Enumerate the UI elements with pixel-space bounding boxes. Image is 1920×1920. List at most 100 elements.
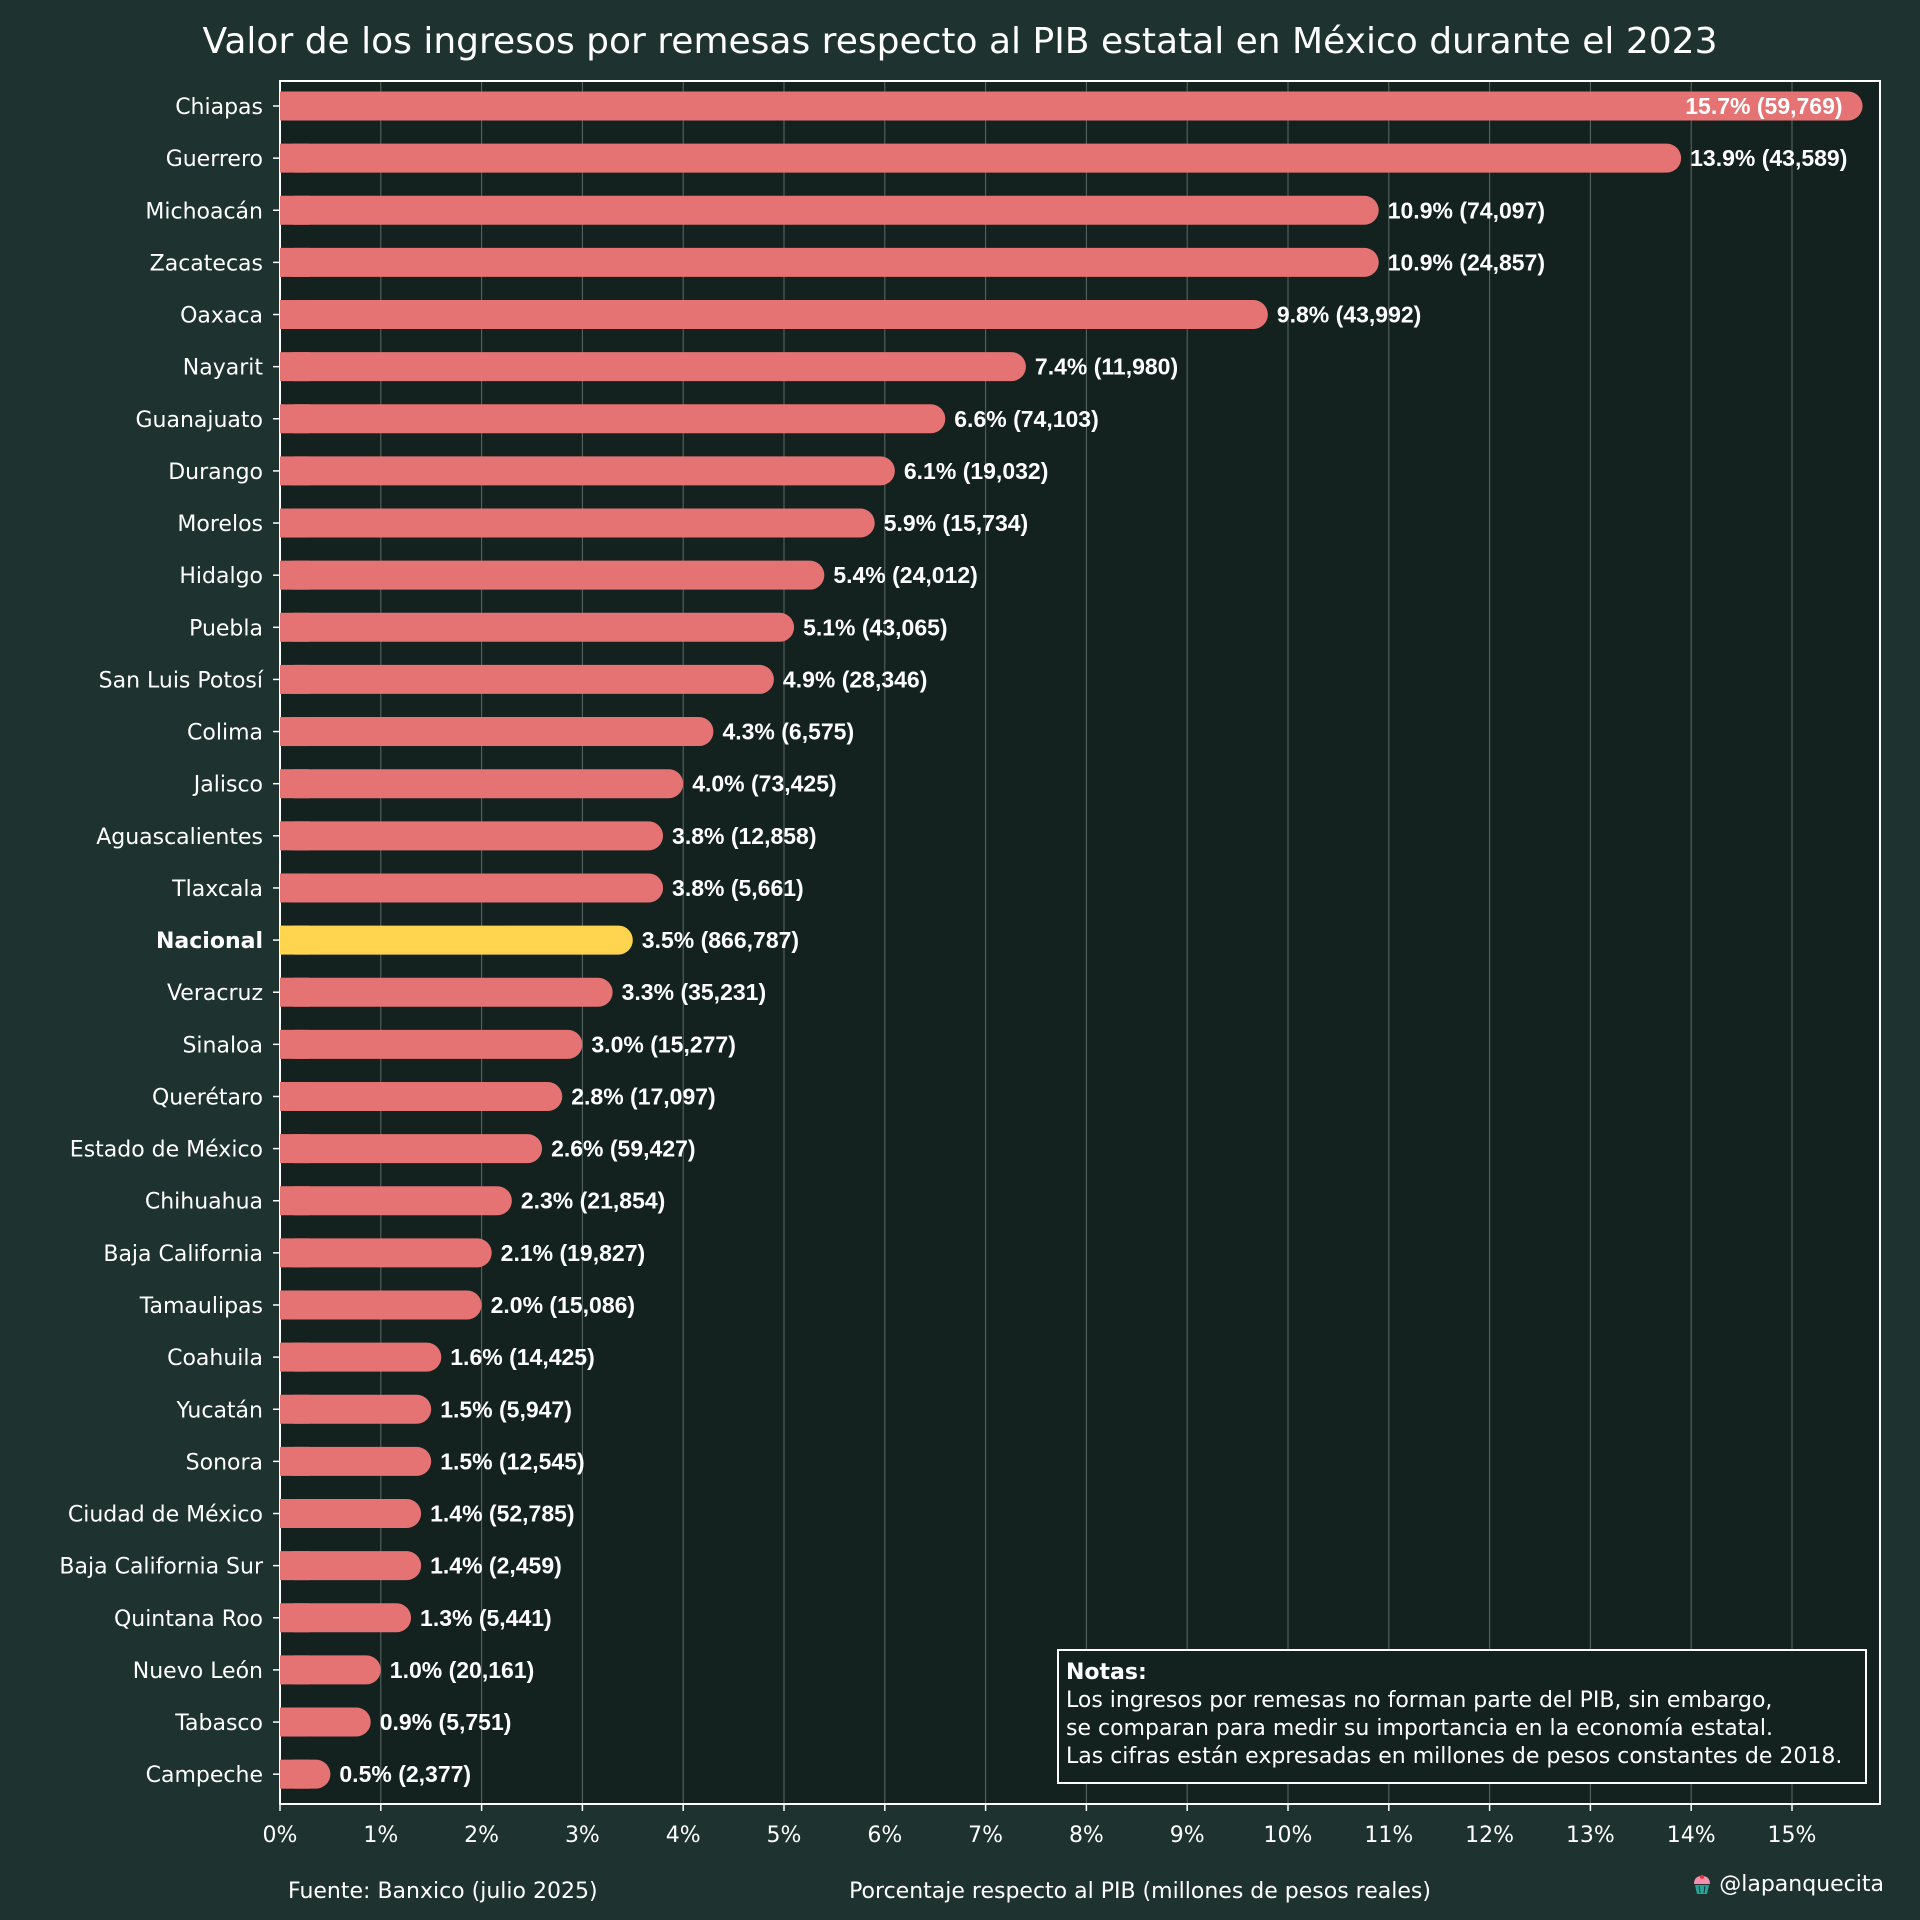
data-label: 1.3% (5,441) (420, 1605, 552, 1631)
category-label: Nacional (156, 929, 263, 954)
notes-line: Los ingresos por remesas no forman parte… (1066, 1688, 1773, 1713)
bar (280, 664, 774, 694)
bar (280, 1134, 543, 1164)
bar-base (280, 1759, 309, 1789)
data-label: 9.8% (43,992) (1277, 302, 1421, 328)
chart-title: Valor de los ingresos por remesas respec… (203, 21, 1718, 62)
bar-base (280, 1029, 309, 1059)
bar-base (280, 91, 309, 121)
category-label: Quintana Roo (114, 1607, 263, 1632)
x-tick-label: 11% (1364, 1823, 1413, 1848)
bar (280, 1394, 432, 1424)
data-label: 3.3% (35,231) (622, 979, 766, 1005)
notes-line: Las cifras están expresadas en millones … (1066, 1744, 1843, 1769)
bar-base (280, 1603, 309, 1633)
bar-base (280, 1446, 309, 1476)
x-tick-label: 10% (1264, 1823, 1313, 1848)
bar-base (280, 1394, 309, 1424)
data-label: 13.9% (43,589) (1690, 145, 1847, 171)
bar (280, 143, 1682, 173)
bar-base (280, 1186, 309, 1216)
data-label: 2.0% (15,086) (491, 1292, 635, 1318)
bar-base (280, 143, 309, 173)
bar-base (280, 1342, 309, 1372)
data-label: 3.8% (5,661) (672, 875, 804, 901)
data-label: 0.5% (2,377) (339, 1761, 471, 1787)
bar-base (280, 1655, 309, 1685)
x-tick-label: 8% (1069, 1823, 1104, 1848)
cupcake-icon (1694, 1874, 1711, 1894)
bar-base (280, 821, 309, 851)
bar-base (280, 352, 309, 382)
bar-base (280, 769, 309, 799)
data-label: 2.1% (19,827) (501, 1240, 645, 1266)
bar-base (280, 1499, 309, 1529)
category-label: Hidalgo (179, 564, 263, 589)
category-label: Aguascalientes (96, 825, 263, 850)
data-label: 4.0% (73,425) (692, 771, 836, 797)
x-tick-label: 14% (1667, 1823, 1716, 1848)
bar (280, 456, 895, 486)
bar (280, 1290, 482, 1320)
x-tick-label: 9% (1170, 1823, 1205, 1848)
bar (280, 91, 1863, 121)
category-label: Sinaloa (182, 1033, 263, 1058)
x-axis: 0% 1% 2% 3% 4% 5% 6% 7% 8% 9% 10% 11% 12% 13% 14% 15% (263, 105, 1816, 1848)
bar (280, 404, 946, 434)
bar (280, 1603, 412, 1633)
bar-base (280, 717, 309, 747)
category-label: Puebla (189, 616, 263, 641)
category-label: Oaxaca (180, 304, 263, 329)
bar-base (280, 404, 309, 434)
category-label: Yucatán (176, 1398, 264, 1423)
bar (280, 195, 1379, 225)
data-label: 6.6% (74,103) (954, 406, 1098, 432)
category-label: Guanajuato (135, 408, 263, 433)
bar-base (280, 1290, 309, 1320)
category-label: Nayarit (183, 356, 264, 381)
data-label: 10.9% (74,097) (1388, 197, 1545, 223)
x-tick-label: 12% (1465, 1823, 1514, 1848)
bar (280, 560, 825, 590)
notes-line: se comparan para medir su importancia en… (1066, 1716, 1773, 1741)
data-label: 1.6% (14,425) (450, 1344, 594, 1370)
bar-base (280, 508, 309, 538)
bar-base (280, 1551, 309, 1581)
bar (280, 821, 664, 851)
data-label: 5.4% (24,012) (833, 562, 977, 588)
category-label: Michoacán (145, 199, 263, 224)
bar-base (280, 873, 309, 903)
bar (280, 508, 875, 538)
category-label: Guerrero (166, 147, 263, 172)
data-label: 10.9% (24,857) (1388, 249, 1545, 275)
data-label: 2.3% (21,854) (521, 1188, 665, 1214)
category-label: Colima (187, 721, 263, 746)
category-label: Estado de México (70, 1138, 263, 1163)
notes-title: Notas: (1066, 1660, 1147, 1685)
category-label: Sonora (186, 1450, 263, 1475)
notes-box: Notas: Los ingresos por remesas no forma… (1057, 1649, 1867, 1784)
x-tick-label: 7% (968, 1823, 1003, 1848)
x-axis-title: Porcentaje respecto al PIB (millones de … (849, 1879, 1431, 1904)
bar (280, 1551, 422, 1581)
bar-base (280, 560, 309, 590)
bar (280, 1186, 512, 1216)
data-label: 2.6% (59,427) (551, 1136, 695, 1162)
data-label: 1.4% (52,785) (430, 1501, 574, 1527)
x-tick-label: 3% (565, 1823, 600, 1848)
category-label: Zacatecas (150, 251, 263, 276)
x-tick-label: 6% (867, 1823, 902, 1848)
bar (280, 1499, 422, 1529)
x-tick-label: 1% (363, 1823, 398, 1848)
category-label: Chiapas (175, 95, 263, 120)
data-label: 1.0% (20,161) (390, 1657, 534, 1683)
bar-base (280, 977, 309, 1007)
bar (280, 1081, 563, 1111)
category-label: Tamaulipas (139, 1294, 263, 1319)
bar (280, 977, 613, 1007)
bar-base (280, 300, 309, 330)
data-label: 15.7% (59,769) (1685, 93, 1842, 119)
bar (280, 1029, 583, 1059)
labels: Chiapas 15.7% (59,769) Guerrero 13.9% (43,5… (59, 93, 1847, 1788)
